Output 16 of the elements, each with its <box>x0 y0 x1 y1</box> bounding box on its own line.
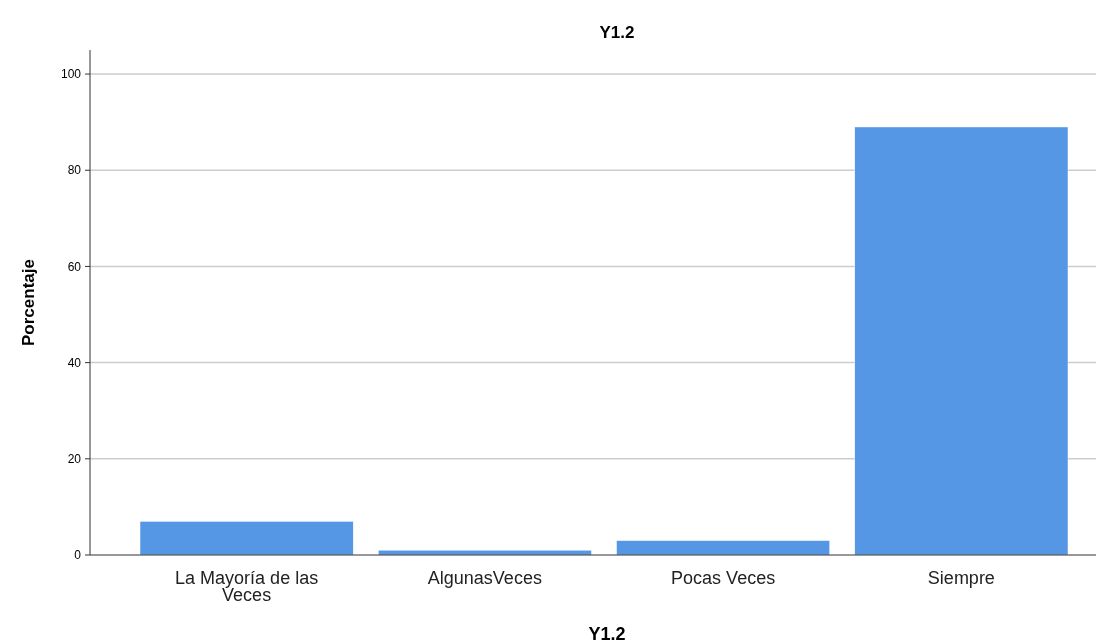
x-tick-label: La Mayoría de las Veces <box>175 568 319 605</box>
x-tick-label: AlgunasVeces <box>427 568 542 588</box>
bar <box>854 126 1069 556</box>
y-tick-label: 100 <box>60 67 82 82</box>
x-tick-label: Pocas Veces <box>671 568 776 588</box>
y-tick-label: 60 <box>67 259 82 274</box>
y-tick-label: 80 <box>67 163 82 178</box>
y-axis-title: Porcentaje <box>19 259 38 346</box>
y-tick-label: 40 <box>67 355 82 370</box>
chart-title: Y1.2 <box>599 23 635 42</box>
x-axis-title: Y1.2 <box>588 624 626 640</box>
y-tick-label: 20 <box>67 452 82 467</box>
bar <box>139 521 354 556</box>
y-tick-label: 0 <box>74 548 82 563</box>
x-tick-label: Siempre <box>927 568 995 588</box>
bar <box>616 540 830 556</box>
